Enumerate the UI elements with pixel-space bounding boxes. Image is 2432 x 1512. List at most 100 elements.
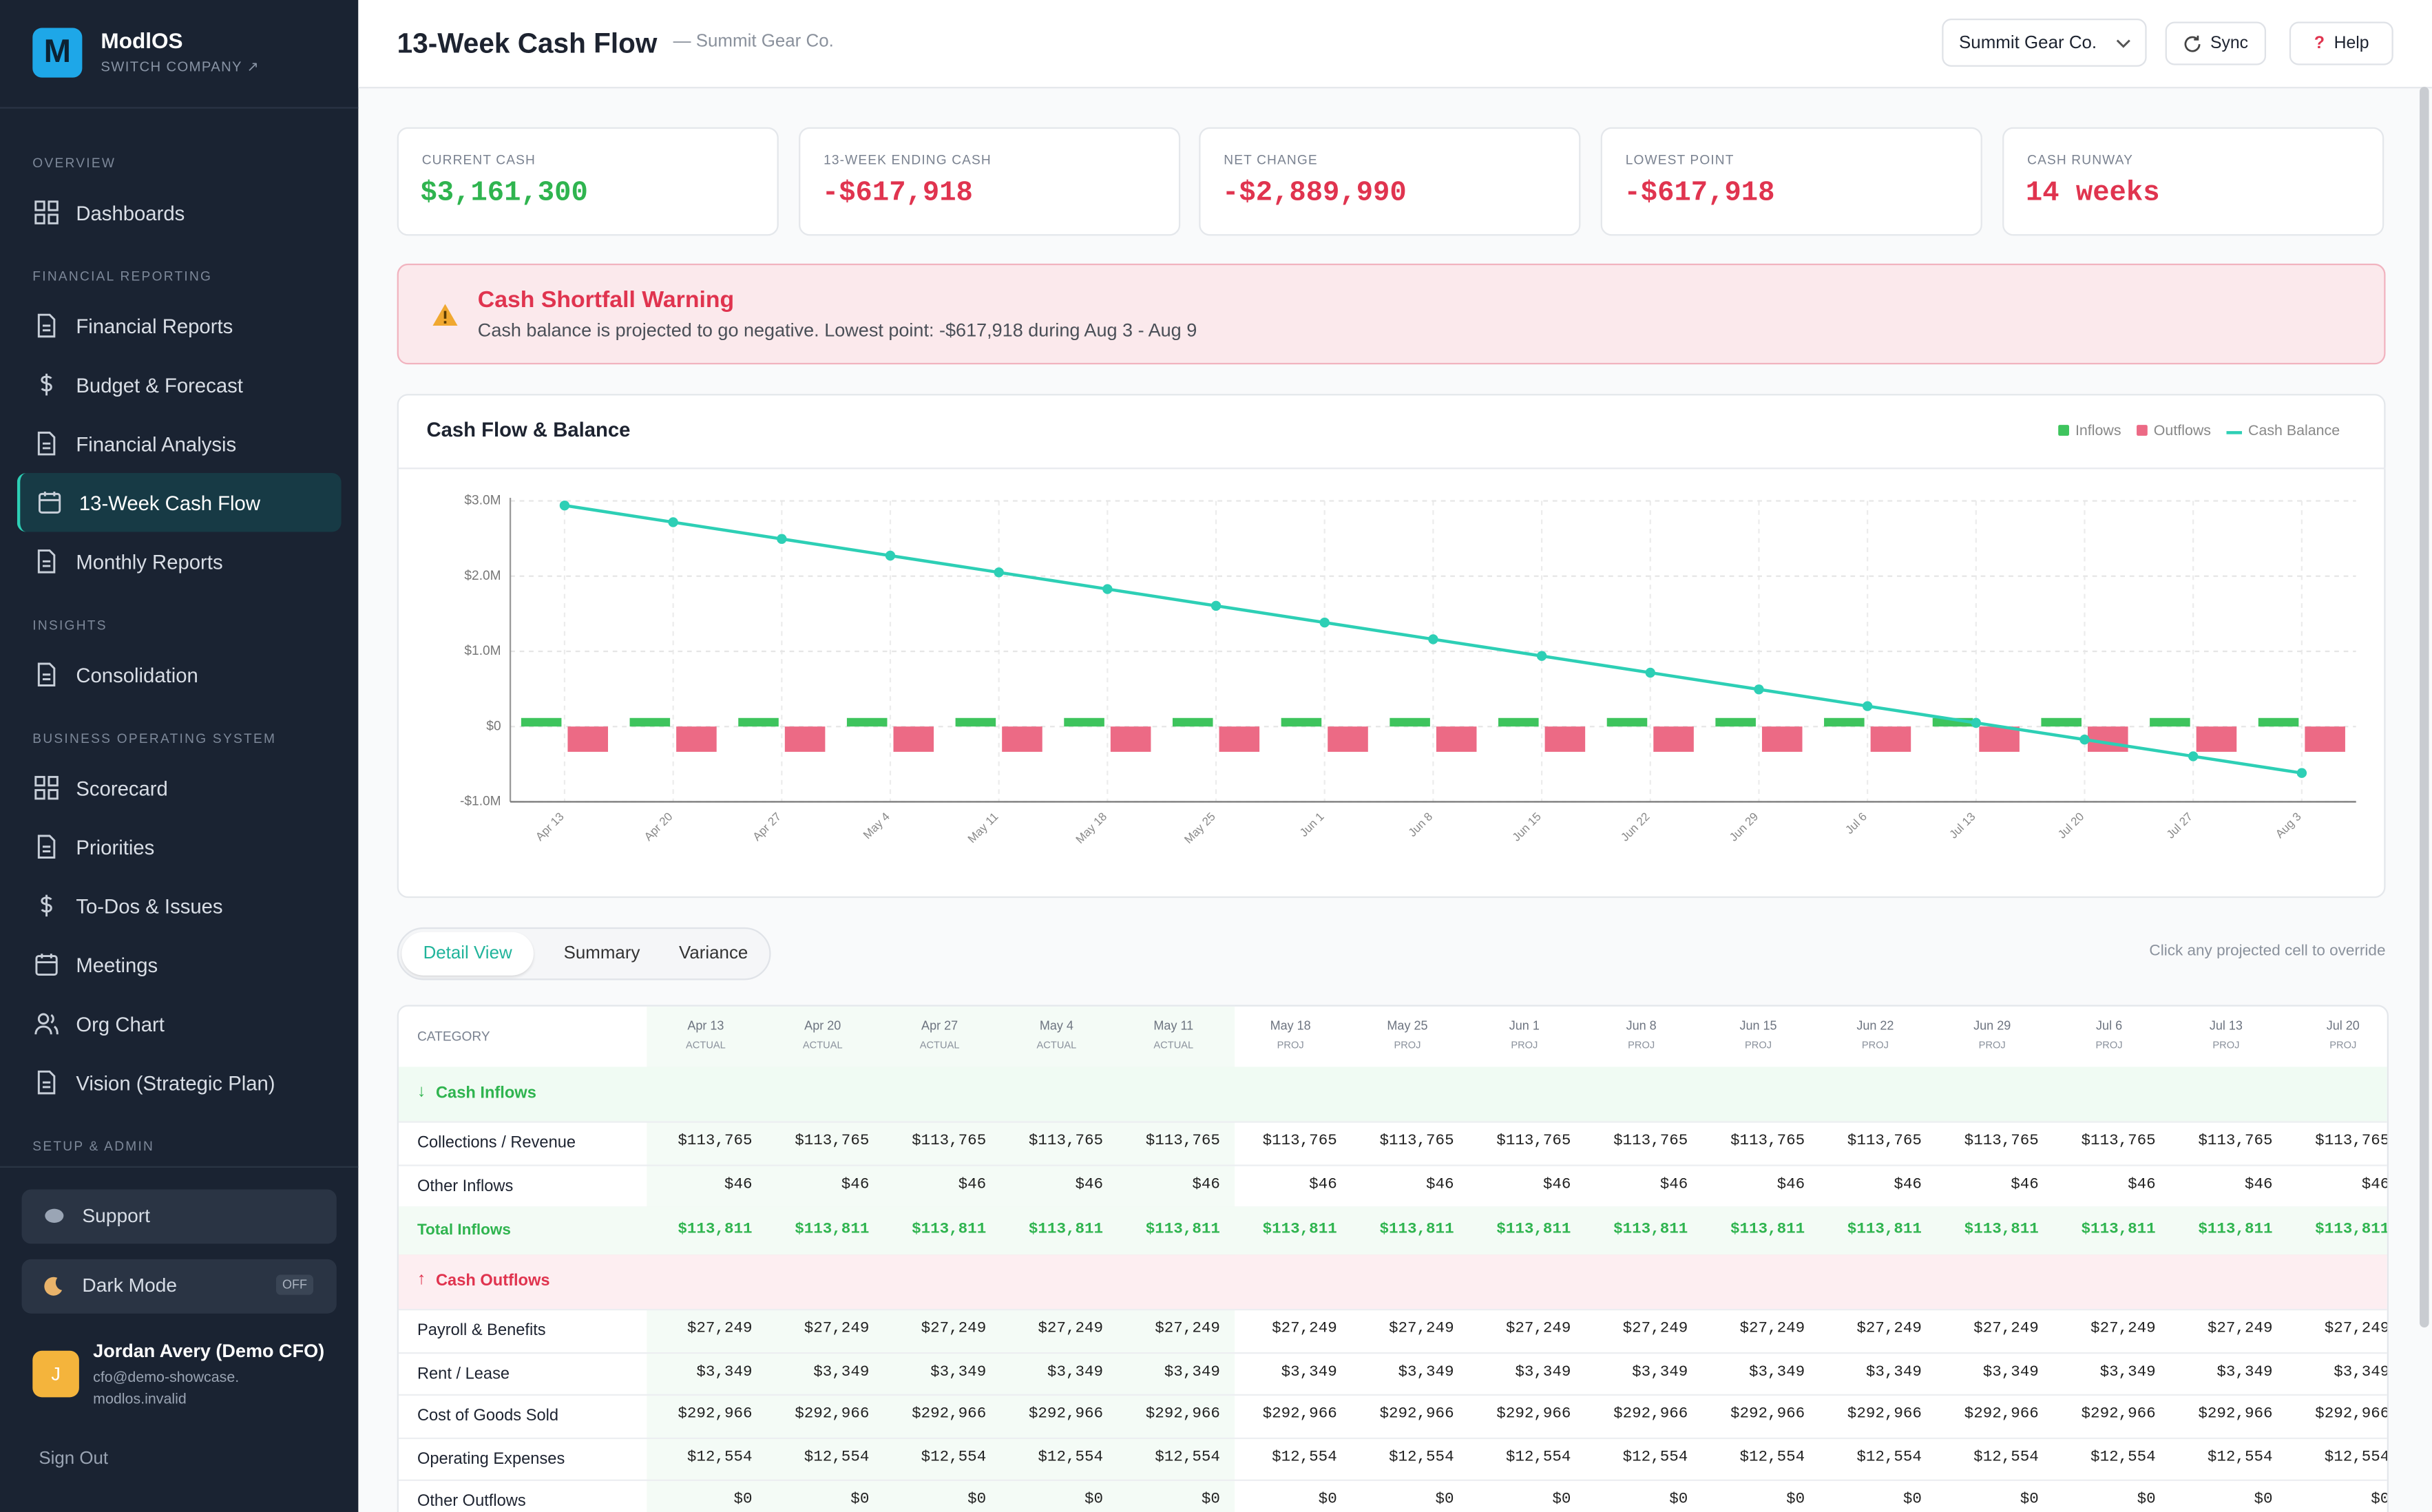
- cell-value: $113,765: [1730, 1133, 1805, 1151]
- cell-value: $113,811: [1964, 1221, 2039, 1239]
- support-button[interactable]: Support: [21, 1189, 337, 1244]
- sign-out[interactable]: Sign Out: [39, 1449, 109, 1469]
- nav-item[interactable]: To-Dos & Issues: [17, 876, 342, 936]
- cell-value: $113,811: [912, 1221, 987, 1239]
- cell-value: $0: [2254, 1491, 2273, 1509]
- warning-message: Cash balance is projected to go negative…: [477, 319, 1197, 342]
- section-bg: [398, 1067, 2387, 1122]
- page-subtitle: — Summit Gear Co.: [673, 32, 834, 52]
- column-date: May 4: [1039, 1018, 1073, 1033]
- tab[interactable]: Summary: [563, 944, 640, 963]
- column-kind: PROJ: [1744, 1040, 1772, 1052]
- tab[interactable]: Variance: [679, 944, 748, 963]
- nav-item[interactable]: Meetings: [17, 935, 342, 994]
- column-date: Apr 27: [921, 1018, 958, 1033]
- bar: [1606, 717, 1648, 727]
- bar: [955, 717, 996, 727]
- x-tick-label: Jun 22: [1618, 810, 1652, 843]
- nav-item[interactable]: Consolidation: [17, 645, 342, 704]
- legend-label: Cash Balance: [2248, 422, 2340, 439]
- cell-value: $46: [724, 1176, 753, 1194]
- column-date: Apr 20: [804, 1018, 841, 1033]
- cell-value: $12,554: [804, 1449, 870, 1467]
- cell-value: $27,249: [1155, 1321, 1220, 1338]
- nav-item[interactable]: Financial Reports: [17, 296, 342, 355]
- cell-value: $12,554: [686, 1449, 753, 1467]
- cell-value: $292,966: [1847, 1406, 1922, 1424]
- nav-item[interactable]: Vision (Strategic Plan): [17, 1053, 342, 1112]
- nav-item[interactable]: Financial Analysis: [17, 414, 342, 473]
- column-date: Jun 8: [1626, 1018, 1657, 1033]
- cell-value: $12,554: [1622, 1449, 1688, 1467]
- bar: [629, 717, 671, 727]
- x-tick-label: Jul 6: [1843, 810, 1869, 837]
- switch-company[interactable]: SWITCH COMPANY ↗: [101, 59, 260, 75]
- bar: [1870, 726, 1911, 752]
- nav-item[interactable]: Monthly Reports: [17, 532, 342, 591]
- balance-point: [2296, 768, 2307, 778]
- row-border: [398, 1394, 2387, 1396]
- cell-value: $12,554: [2207, 1449, 2273, 1467]
- kpi-value: -$617,918: [1624, 178, 1775, 210]
- nav-item[interactable]: Org Chart: [17, 994, 342, 1053]
- legend-label: Outflows: [2154, 422, 2211, 439]
- cell-value: $27,249: [1973, 1321, 2039, 1338]
- tab[interactable]: Detail View: [401, 932, 534, 976]
- chat-icon: [45, 1208, 64, 1223]
- cell-value: $292,966: [1964, 1406, 2039, 1424]
- cell-value: $46: [1894, 1176, 1922, 1194]
- nav-item[interactable]: Priorities: [17, 817, 342, 876]
- nav-icon: [37, 431, 56, 456]
- cell-value: $113,765: [795, 1133, 870, 1151]
- help-button[interactable]: ? Help: [2289, 21, 2393, 65]
- row-border: [398, 1164, 2387, 1166]
- kpi-value: 14 weeks: [2025, 178, 2160, 210]
- dark-mode-toggle[interactable]: Dark Mode OFF: [21, 1259, 337, 1314]
- sync-button[interactable]: Sync: [2165, 21, 2267, 65]
- nav-item[interactable]: 13-Week Cash Flow: [17, 472, 342, 532]
- column-kind: ACTUAL: [1036, 1040, 1077, 1052]
- cell-value: $0: [850, 1491, 870, 1509]
- row-border: [398, 1121, 2387, 1123]
- balance-point: [559, 500, 570, 511]
- balance-point: [777, 534, 787, 544]
- nav-item[interactable]: Dashboards: [17, 183, 342, 242]
- x-tick-label: Apr 20: [642, 810, 675, 843]
- nav-icon: [41, 373, 52, 396]
- cell-value: $113,811: [1847, 1221, 1922, 1239]
- scrollbar: [2420, 87, 2429, 1327]
- cell-value: $3,349: [1515, 1363, 1571, 1381]
- y-tick-label: $1.0M: [464, 644, 501, 658]
- header: 13-Week Cash Flow — Summit Gear Co. Summ…: [358, 0, 2432, 89]
- cell-value: $113,765: [912, 1133, 987, 1151]
- row-name: Other Inflows: [417, 1176, 514, 1195]
- dark-mode-state: OFF: [275, 1274, 314, 1295]
- cell-value: $292,966: [1613, 1406, 1688, 1424]
- cell-value: $0: [2371, 1491, 2389, 1509]
- nav-heading: SETUP & ADMIN: [32, 1138, 155, 1154]
- sync-label: Sync: [2210, 34, 2249, 53]
- cell-value: $0: [1552, 1491, 1571, 1509]
- nav-item[interactable]: Budget & Forecast: [17, 355, 342, 414]
- nav-label: To-Dos & Issues: [76, 894, 223, 918]
- company-select[interactable]: Summit Gear Co.: [1942, 19, 2147, 67]
- nav-item[interactable]: Scorecard: [17, 758, 342, 817]
- kpi-value: $3,161,300: [420, 178, 588, 210]
- cell-value: $292,966: [1496, 1406, 1571, 1424]
- column-date: Jun 15: [1739, 1018, 1777, 1033]
- nav-icon: [34, 1013, 59, 1035]
- header-cell: CATEGORY: [417, 1028, 490, 1044]
- cell-value: $3,349: [696, 1363, 753, 1381]
- chart-title: Cash Flow & Balance: [426, 419, 630, 441]
- column-kind: PROJ: [1511, 1040, 1538, 1052]
- balance-point: [2079, 734, 2090, 745]
- brand: ModlOS: [101, 28, 183, 53]
- balance-point: [668, 517, 678, 527]
- nav-label: Priorities: [76, 834, 155, 859]
- bar: [1544, 726, 1586, 752]
- nav-label: Financial Reports: [76, 314, 233, 337]
- balance-point: [885, 550, 896, 561]
- cell-value: $27,249: [1038, 1321, 1104, 1338]
- cell-value: $113,811: [1613, 1221, 1688, 1239]
